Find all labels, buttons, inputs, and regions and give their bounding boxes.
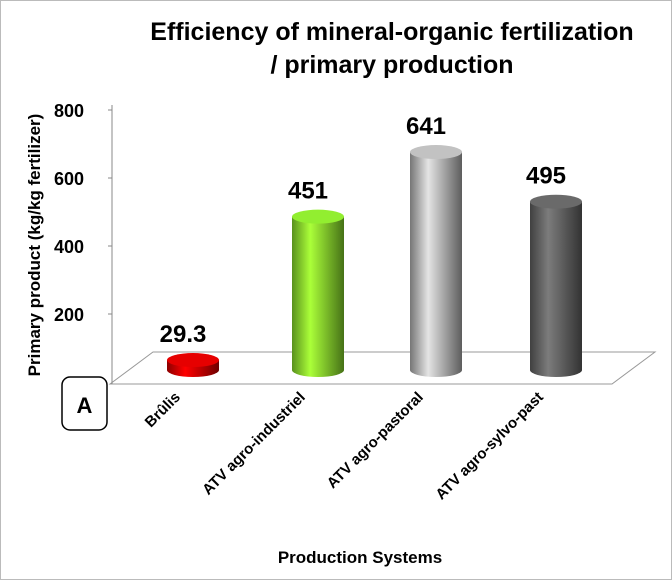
value-label: 29.3	[160, 321, 207, 348]
bar-top	[410, 145, 462, 160]
chart-title: Efficiency of mineral-organic fertilizat…	[150, 18, 633, 46]
floor	[108, 351, 657, 385]
bar-top	[292, 209, 344, 224]
value-label: 451	[288, 178, 328, 205]
value-label: 641	[406, 113, 446, 140]
value-label: 495	[526, 163, 566, 190]
y-tick-label: 600	[54, 169, 84, 189]
panel-label: A	[77, 393, 93, 418]
bar	[530, 201, 582, 377]
y-tick-label: 400	[54, 237, 84, 257]
chart-title: / primary production	[270, 51, 513, 79]
bar-top	[167, 353, 219, 368]
y-tick-label: 200	[54, 305, 84, 325]
y-axis-label: Primary product (kg/kg fertilizer)	[25, 114, 44, 377]
x-axis-label: Production Systems	[278, 548, 442, 567]
bar-top	[530, 194, 582, 209]
bar	[292, 216, 344, 377]
y-tick-label: 800	[54, 101, 84, 121]
panel-box	[61, 376, 108, 431]
bar	[410, 152, 462, 377]
